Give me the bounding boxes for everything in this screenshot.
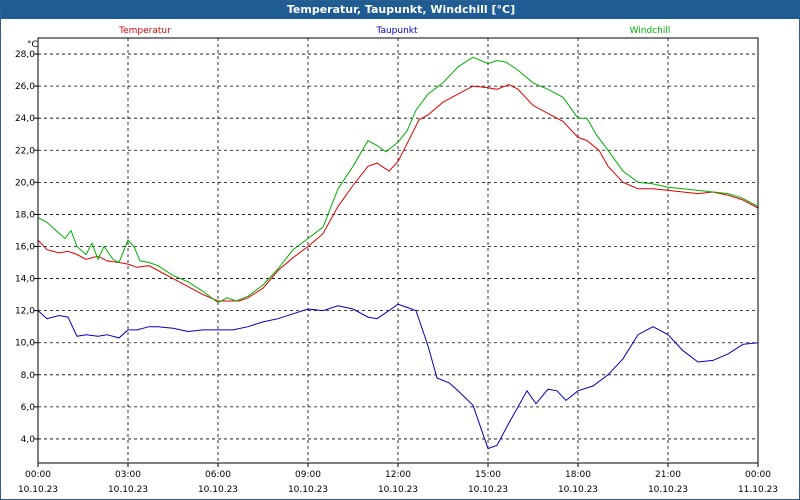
y-tick-label: 28,0 (15, 50, 35, 60)
y-tick-label: 24,0 (15, 114, 35, 124)
y-axis-ticks: 4,0 6,0 8,0 10,0 12,0 14,0 16,0 18,0 20,0 22,0 24,… (15, 50, 38, 445)
x-tick-time: 18:00 (565, 470, 591, 480)
x-tick-time: 00:00 (25, 470, 51, 480)
y-tick-label: 20,0 (15, 178, 35, 188)
x-tick-time: 06:00 (205, 470, 231, 480)
y-tick-label: 22,0 (15, 146, 35, 156)
series-line-taupunkt (37, 303, 759, 450)
y-tick-label: 4,0 (21, 435, 36, 445)
y-tick-label: 14,0 (15, 275, 35, 285)
window-title: Temperatur, Taupunkt, Windchill [°C] (1, 1, 800, 19)
x-tick-date: 10.10.23 (288, 485, 328, 495)
legend-item-windchill: Windchill (630, 26, 671, 36)
legend-item-temperatur: Temperatur (118, 26, 171, 36)
x-axis-ticks: 00:00 10.10.23 03:00 10.10.23 06:00 10.10.23 0… (18, 463, 778, 495)
legend: Temperatur Taupunkt Windchill (118, 26, 670, 36)
x-tick-date: 10.10.23 (198, 485, 238, 495)
x-tick-date: 11.10.23 (738, 485, 778, 495)
y-tick-label: 18,0 (15, 210, 35, 220)
x-tick-time: 12:00 (385, 470, 411, 480)
series-lines (37, 56, 759, 450)
y-tick-label: 6,0 (21, 403, 36, 413)
x-tick-date: 10.10.23 (468, 485, 508, 495)
x-tick-time: 03:00 (115, 470, 141, 480)
series-line-windchill (37, 56, 759, 304)
x-tick-time: 21:00 (655, 470, 681, 480)
y-tick-label: 16,0 (15, 242, 35, 252)
y-tick-label: 8,0 (21, 371, 36, 381)
y-tick-label: 26,0 (15, 82, 35, 92)
y-tick-label: 10,0 (15, 339, 35, 349)
x-tick-date: 10.10.23 (648, 485, 688, 495)
x-tick-time: 15:00 (475, 470, 501, 480)
x-tick-date: 10.10.23 (558, 485, 598, 495)
x-tick-date: 10.10.23 (108, 485, 148, 495)
legend-item-taupunkt: Taupunkt (375, 26, 418, 36)
grid (38, 38, 758, 463)
series-line-temperatur (37, 83, 759, 302)
x-tick-date: 10.10.23 (378, 485, 418, 495)
y-axis-label: °C (27, 40, 38, 50)
x-tick-date: 10.10.23 (18, 485, 58, 495)
x-tick-time: 09:00 (295, 470, 321, 480)
x-tick-time: 00:00 (745, 470, 771, 480)
y-tick-label: 12,0 (15, 307, 35, 317)
